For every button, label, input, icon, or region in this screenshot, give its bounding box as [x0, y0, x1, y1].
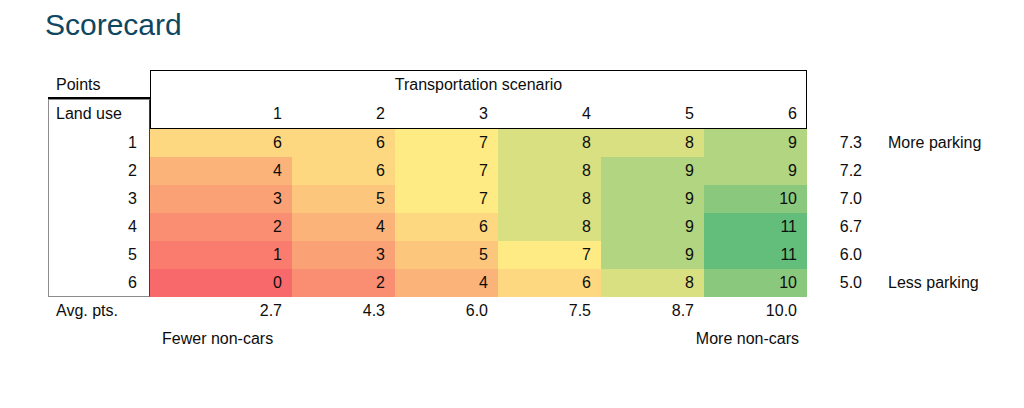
row-header-2: 2 — [48, 157, 150, 185]
points-label: Points — [48, 70, 150, 99]
scorecard-row-3: 335789107.0 — [48, 185, 1002, 213]
column-average: 6.0 — [395, 297, 498, 325]
row-annotation — [862, 185, 1002, 213]
score-cell-r2-c6: 9 — [704, 157, 807, 185]
row-annotation: More parking — [862, 129, 1002, 157]
score-cell-r3-c3: 7 — [395, 185, 498, 213]
row-annotation — [862, 213, 1002, 241]
column-header-3: 3 — [395, 99, 498, 129]
transportation-scenario-label: Transportation scenario — [150, 70, 807, 99]
column-average: 10.0 — [704, 297, 807, 325]
column-average: 2.7 — [150, 297, 292, 325]
header-row-scenario: Points Transportation scenario — [48, 70, 1002, 99]
column-averages-row: Avg. pts. 2.74.36.07.58.710.0 — [48, 297, 1002, 325]
score-cell-r3-c1: 3 — [150, 185, 292, 213]
row-header-3: 3 — [48, 185, 150, 213]
scorecard-page: Scorecard Points Transportation scenario… — [0, 0, 1024, 408]
scorecard-row-1: 16678897.3More parking — [48, 129, 1002, 157]
score-cell-r6-c1: 0 — [150, 269, 292, 297]
score-cell-r4-c6: 11 — [704, 213, 807, 241]
score-cell-r6-c4: 6 — [498, 269, 601, 297]
heatmap-body: 16678897.3More parking24678997.233578910… — [48, 129, 1002, 297]
score-cell-r6-c5: 8 — [601, 269, 704, 297]
score-cell-r5-c3: 5 — [395, 241, 498, 269]
score-cell-r2-c5: 9 — [601, 157, 704, 185]
row-header-4: 4 — [48, 213, 150, 241]
score-cell-r2-c2: 6 — [292, 157, 395, 185]
score-cell-r5-c2: 3 — [292, 241, 395, 269]
page-title: Scorecard — [45, 6, 182, 44]
score-cell-r3-c5: 9 — [601, 185, 704, 213]
fewer-non-cars-label: Fewer non-cars — [150, 325, 395, 353]
header-row-columns: Land use 123456 — [48, 99, 1002, 129]
score-cell-r2-c3: 7 — [395, 157, 498, 185]
scorecard-row-5: 513579116.0 — [48, 241, 1002, 269]
row-average: 6.7 — [807, 213, 862, 241]
row-annotation — [862, 241, 1002, 269]
column-average: 7.5 — [498, 297, 601, 325]
score-cell-r1-c4: 8 — [498, 129, 601, 157]
row-average: 7.2 — [807, 157, 862, 185]
footer-annotations-row: Fewer non-cars More non-cars — [48, 325, 1002, 353]
row-average: 7.3 — [807, 129, 862, 157]
row-annotation — [862, 157, 1002, 185]
footer-spacer — [395, 325, 601, 353]
scorecard-row-6: 602468105.0Less parking — [48, 269, 1002, 297]
score-cell-r5-c5: 9 — [601, 241, 704, 269]
score-cell-r3-c4: 8 — [498, 185, 601, 213]
column-header-6: 6 — [704, 99, 807, 129]
column-header-5: 5 — [601, 99, 704, 129]
column-average: 8.7 — [601, 297, 704, 325]
score-cell-r5-c4: 7 — [498, 241, 601, 269]
score-cell-r6-c2: 2 — [292, 269, 395, 297]
score-cell-r4-c1: 2 — [150, 213, 292, 241]
row-header-5: 5 — [48, 241, 150, 269]
row-header-6: 6 — [48, 269, 150, 297]
score-cell-r5-c6: 11 — [704, 241, 807, 269]
score-cell-r4-c4: 8 — [498, 213, 601, 241]
land-use-label: Land use — [48, 99, 150, 129]
score-cell-r4-c5: 9 — [601, 213, 704, 241]
score-cell-r3-c6: 10 — [704, 185, 807, 213]
score-cell-r1-c5: 8 — [601, 129, 704, 157]
row-average: 5.0 — [807, 269, 862, 297]
column-header-4: 4 — [498, 99, 601, 129]
score-cell-r3-c2: 5 — [292, 185, 395, 213]
score-cell-r6-c6: 10 — [704, 269, 807, 297]
scorecard-row-4: 424689116.7 — [48, 213, 1002, 241]
score-cell-r1-c6: 9 — [704, 129, 807, 157]
score-cell-r6-c3: 4 — [395, 269, 498, 297]
avg-pts-label: Avg. pts. — [48, 297, 150, 325]
score-cell-r1-c1: 6 — [150, 129, 292, 157]
score-cell-r4-c3: 6 — [395, 213, 498, 241]
score-cell-r5-c1: 1 — [150, 241, 292, 269]
score-cell-r2-c4: 8 — [498, 157, 601, 185]
row-average: 6.0 — [807, 241, 862, 269]
footer-spacer — [48, 325, 150, 353]
column-header-2: 2 — [292, 99, 395, 129]
scorecard-row-2: 24678997.2 — [48, 157, 1002, 185]
row-header-1: 1 — [48, 129, 150, 157]
score-cell-r4-c2: 4 — [292, 213, 395, 241]
score-cell-r1-c2: 6 — [292, 129, 395, 157]
more-non-cars-label: More non-cars — [601, 325, 807, 353]
column-header-1: 1 — [150, 99, 292, 129]
score-cell-r2-c1: 4 — [150, 157, 292, 185]
column-average: 4.3 — [292, 297, 395, 325]
scorecard-table: Points Transportation scenario Land use … — [48, 70, 1002, 353]
score-cell-r1-c3: 7 — [395, 129, 498, 157]
row-annotation: Less parking — [862, 269, 1002, 297]
row-average: 7.0 — [807, 185, 862, 213]
